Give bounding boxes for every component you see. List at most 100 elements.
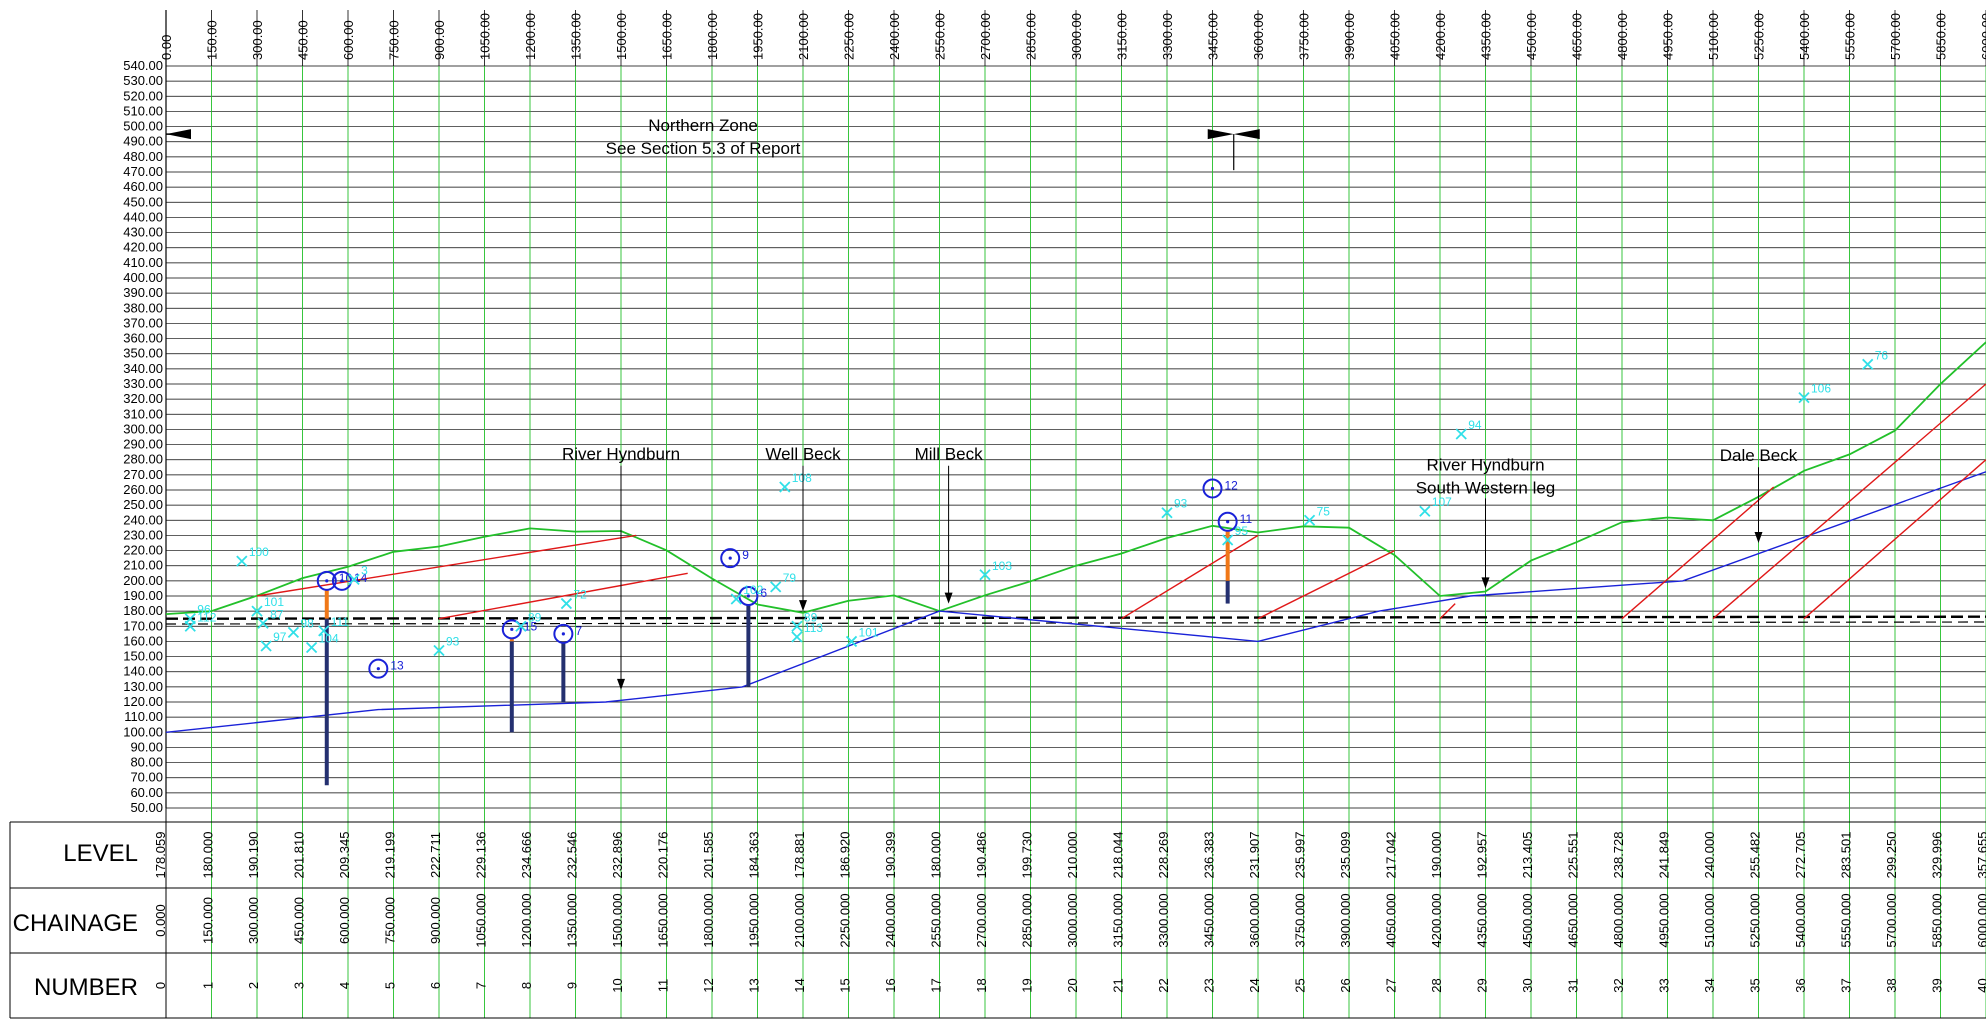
x-tick-label: 750.00 <box>387 20 402 60</box>
number-value: 12 <box>701 978 716 992</box>
trial-pit-label: 89 <box>804 610 818 624</box>
chainage-value: 3000.000 <box>1065 893 1080 947</box>
number-value: 32 <box>1611 978 1626 992</box>
x-tick-label: 2700.00 <box>978 13 993 60</box>
y-tick-label: 500.00 <box>123 119 163 134</box>
trial-pit-label: 107 <box>1432 495 1452 509</box>
chainage-value: 150.000 <box>201 897 216 944</box>
ground-line <box>165 341 1986 615</box>
y-tick-label: 330.00 <box>123 376 163 391</box>
number-value: 39 <box>1930 978 1945 992</box>
chainage-value: 1800.000 <box>701 893 716 947</box>
borehole-circle <box>368 658 389 679</box>
level-value: 240.000 <box>1702 832 1717 879</box>
trial-pit-cross <box>1798 391 1810 404</box>
number-value: 27 <box>1384 978 1399 992</box>
number-value: 36 <box>1793 978 1808 992</box>
trial-pit-label: 112 <box>197 610 216 624</box>
level-value: 228.269 <box>1156 832 1171 879</box>
level-value: 199.730 <box>1020 832 1035 879</box>
number-value: 26 <box>1338 978 1353 992</box>
watercourse-label: River Hyndburn <box>562 445 680 464</box>
number-value: 6 <box>428 982 443 989</box>
chainage-value: 2550.000 <box>929 893 944 947</box>
y-tick-label: 460.00 <box>123 179 163 194</box>
trial-pit-cross <box>1303 514 1316 526</box>
y-tick-label: 160.00 <box>123 633 163 648</box>
y-tick-label: 210.00 <box>123 558 163 573</box>
trial-pit-cross <box>845 635 858 648</box>
y-tick-label: 350.00 <box>123 346 163 361</box>
level-value: 232.896 <box>610 832 625 879</box>
chainage-value: 4950.000 <box>1657 893 1672 947</box>
trial-pit-cross <box>1222 534 1234 546</box>
level-value: 184.363 <box>747 832 762 879</box>
chainage-value: 5700.000 <box>1884 893 1899 947</box>
zone-reference: See Section 5.3 of Report <box>606 139 801 158</box>
chainage-value: 4500.000 <box>1520 893 1535 947</box>
trial-pit-cross <box>433 644 445 657</box>
trial-pit-cross <box>257 617 269 629</box>
trial-pit-cross <box>515 620 527 632</box>
x-tick-label: 5100.00 <box>1706 13 1721 60</box>
trial-pit-cross <box>730 593 742 605</box>
borehole-centre <box>561 632 565 636</box>
y-tick-label: 260.00 <box>123 482 163 497</box>
level-value: 235.997 <box>1293 832 1308 879</box>
trial-pit-cross <box>979 569 991 581</box>
level-value: 222.711 <box>428 832 443 878</box>
y-tick-label: 410.00 <box>123 255 163 270</box>
trial-pit-label: 93 <box>1174 497 1188 511</box>
trial-pit-label: 101 <box>264 595 284 609</box>
chainage-value: 0.000 <box>153 904 168 937</box>
y-tick-label: 120.00 <box>123 694 163 709</box>
level-value: 190.190 <box>246 832 261 879</box>
level-value: 220.176 <box>656 832 671 879</box>
borehole-centre <box>1226 520 1230 524</box>
grid <box>165 10 1986 1018</box>
chainage-value: 3750.000 <box>1293 893 1308 947</box>
y-tick-label: 300.00 <box>123 421 163 436</box>
number-header: NUMBER <box>34 974 138 1001</box>
x-tick-label: 4650.00 <box>1570 13 1585 60</box>
x-tick-label: 2400.00 <box>887 13 902 60</box>
x-tick-label: 4350.00 <box>1479 13 1494 60</box>
strata-line <box>1803 459 1986 620</box>
borehole-circle <box>720 548 741 569</box>
x-tick-label: 5850.00 <box>1934 13 1949 60</box>
x-tick-label: 3900.00 <box>1342 13 1357 60</box>
y-tick-label: 420.00 <box>123 240 163 255</box>
level-value: 225.551 <box>1566 832 1581 879</box>
trial-pit-label: 96 <box>197 603 211 617</box>
watercourse-label: Mill Beck <box>915 445 984 464</box>
level-value: 186.920 <box>838 832 853 879</box>
level-value: 178.881 <box>792 832 807 879</box>
borehole-circle <box>1217 511 1238 532</box>
number-value: 7 <box>474 982 489 989</box>
chainage-value: 1950.000 <box>747 893 762 947</box>
x-tick-label: 5550.00 <box>1843 13 1858 60</box>
trial-pit-label: 93 <box>446 635 460 649</box>
y-tick-label: 180.00 <box>123 603 163 618</box>
borehole-label: 12 <box>1225 478 1239 492</box>
chainage-value: 3150.000 <box>1111 893 1126 947</box>
y-tick-label: 320.00 <box>123 391 163 406</box>
trial-pit-cross <box>560 597 573 610</box>
level-value: 190.486 <box>974 832 989 879</box>
y-tick-label: 440.00 <box>123 209 163 224</box>
watercourse-label-line2: South Western leg <box>1416 478 1556 497</box>
chainage-axis: 0.00 150.00 300.00 450.00 600.00 750.00 900.00… <box>159 13 1986 60</box>
chainage-value: 900.000 <box>428 897 443 944</box>
watercourse-arrowhead <box>944 592 953 604</box>
trial-pit-label: 89 <box>528 610 542 624</box>
x-tick-label: 1500.00 <box>614 13 629 60</box>
x-tick-label: 600.00 <box>341 20 356 60</box>
x-tick-label: 300.00 <box>250 20 265 60</box>
rockhead-line <box>165 471 1986 733</box>
borehole-centre <box>340 579 344 583</box>
level-value: 283.501 <box>1839 832 1854 879</box>
chainage-value: 2100.000 <box>792 893 807 947</box>
y-tick-label: 480.00 <box>123 149 163 164</box>
number-value: 34 <box>1702 978 1717 992</box>
